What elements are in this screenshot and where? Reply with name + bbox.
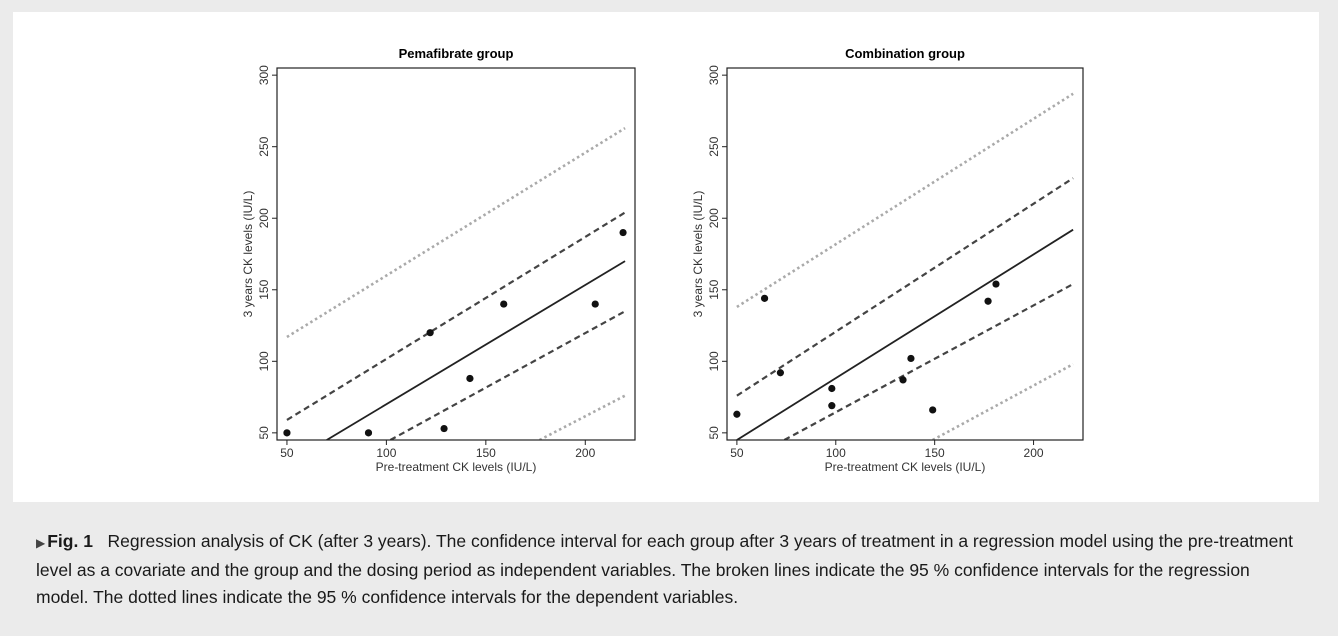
figure-svg: Pemafibrate group 50 100 150 200 50 100 150 200 2…	[241, 46, 1084, 474]
chart2-y-tick-label-150: 150	[707, 279, 721, 299]
chart1-y-tick-label-250: 250	[257, 136, 271, 156]
chart2-plot-frame	[726, 67, 1084, 441]
caption-label: Fig. 1	[47, 531, 93, 551]
chart2-title: Combination group	[845, 46, 965, 61]
caption-text: Regression analysis of CK (after 3 years…	[36, 531, 1293, 607]
chart1-point-7	[591, 300, 599, 308]
chart1-y-tick-label-50: 50	[257, 426, 271, 440]
caption-arrow-icon: ▶	[36, 536, 46, 550]
chart2-point-10	[992, 280, 1000, 288]
chart2-x-axis-label: Pre-treatment CK levels (IU/L)	[825, 460, 986, 474]
chart2-point-2	[760, 294, 769, 302]
figure-caption: ▶ Fig. 1 Regression analysis of CK (after…	[36, 528, 1306, 611]
chart2-ci-lower-line	[783, 283, 1074, 440]
chart2-y-tick-label-50: 50	[707, 426, 721, 440]
chart1-point-2	[364, 429, 373, 437]
chart2-point-3	[776, 369, 785, 377]
chart1-point-1	[283, 429, 291, 437]
chart2-fit-line	[736, 228, 1074, 440]
chart2-point-8	[929, 406, 937, 414]
chart1-x-tick-label-50: 50	[280, 446, 294, 460]
chart2-y-axis-label: 3 years CK levels (IU/L)	[691, 191, 705, 318]
chart1-y-tick-label-300: 300	[257, 65, 271, 85]
chart1-ci-lower-line	[389, 310, 626, 440]
chart1-ci-upper-line	[286, 211, 626, 421]
chart2-x-tick-label-50: 50	[730, 446, 744, 460]
chart2-point-7	[907, 354, 915, 363]
chart2-y-tick-label-300: 300	[707, 65, 721, 85]
chart1-title: Pemafibrate group	[399, 46, 514, 61]
chart2-point-6	[899, 376, 907, 384]
chart1-x-tick-label-200: 200	[575, 446, 595, 460]
chart2-point-9	[984, 297, 992, 305]
chart2-y-tick-label-100: 100	[707, 351, 721, 371]
chart1-y-tick-label-100: 100	[257, 351, 271, 371]
chart2-point-5	[828, 402, 836, 410]
figure-panel: Pemafibrate group 50 100 150 200 50 100 150 200 2…	[13, 12, 1319, 502]
chart2-pi-lower-line	[932, 363, 1074, 440]
chart1-point-6	[500, 300, 508, 308]
chart1-point-5	[466, 374, 474, 383]
chart2-x-tick-label-100: 100	[826, 446, 846, 460]
chart1-point-8	[619, 228, 627, 237]
chart1-plot-frame	[276, 67, 636, 441]
chart2-y-tick-label-250: 250	[707, 136, 721, 156]
chart2-point-1	[733, 410, 741, 418]
chart1-x-tick-label-150: 150	[476, 446, 496, 460]
chart1-point-3	[426, 329, 434, 337]
chart2-y-tick-label-200: 200	[707, 208, 721, 228]
chart1-point-4	[440, 424, 448, 433]
chart1-pi-upper-line	[286, 126, 626, 339]
chart2-ci-upper-line	[736, 177, 1074, 397]
chart2-pi-upper-line	[736, 92, 1074, 309]
chart1-y-tick-label-150: 150	[257, 279, 271, 299]
chart1-pi-lower-line	[538, 394, 626, 440]
chart2-point-4	[828, 384, 836, 393]
chart1-fit-line	[326, 260, 626, 440]
chart1-x-tick-label-100: 100	[376, 446, 396, 460]
chart1-y-axis-label: 3 years CK levels (IU/L)	[241, 191, 255, 318]
chart1-x-axis-label: Pre-treatment CK levels (IU/L)	[376, 460, 537, 474]
chart2-x-tick-label-200: 200	[1024, 446, 1044, 460]
chart2-x-tick-label-150: 150	[925, 446, 945, 460]
chart1-y-tick-label-200: 200	[257, 208, 271, 228]
